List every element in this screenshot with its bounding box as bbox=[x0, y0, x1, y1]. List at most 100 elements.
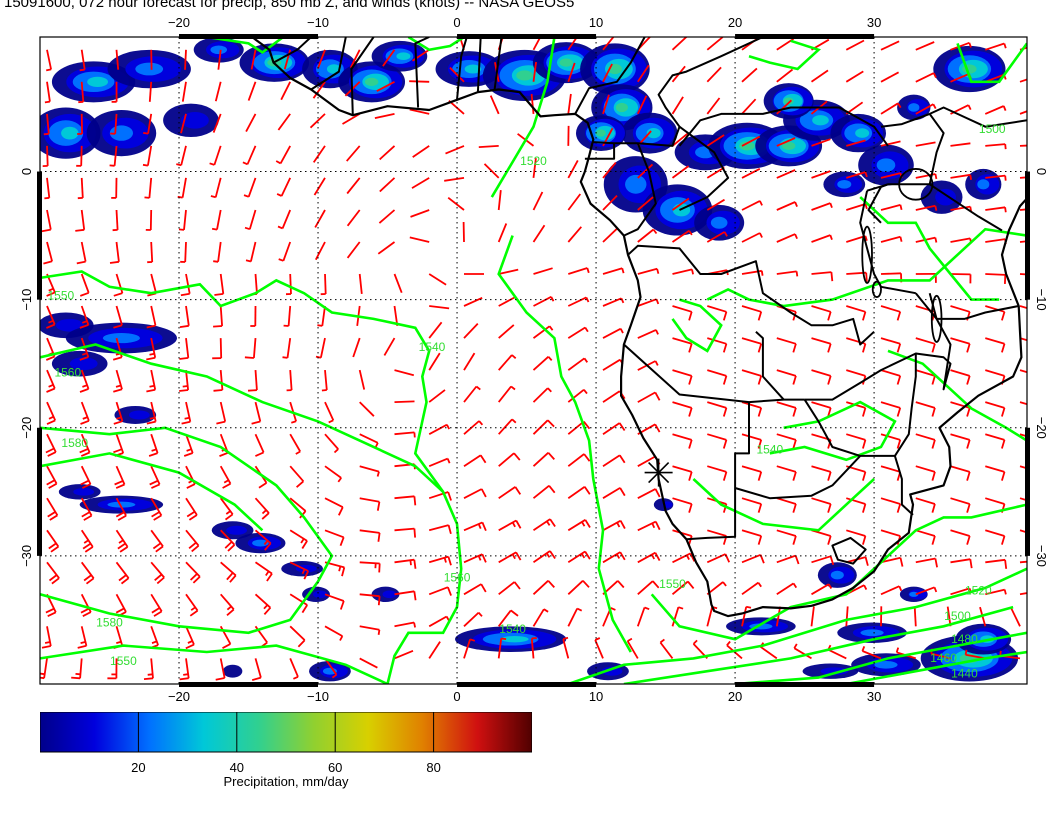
madagascar-coast bbox=[1041, 325, 1056, 428]
wind-barb bbox=[251, 658, 262, 681]
lon-tick-label-top: 20 bbox=[728, 15, 742, 30]
wind-barb bbox=[212, 338, 223, 360]
wind-barb bbox=[394, 621, 416, 628]
wind-barb bbox=[1019, 592, 1027, 596]
wind-barb bbox=[706, 231, 728, 243]
wind-barb bbox=[776, 554, 800, 565]
country-border bbox=[310, 37, 347, 91]
wind-barb bbox=[289, 561, 310, 580]
wind-barb bbox=[498, 452, 521, 467]
wind-barb bbox=[1010, 608, 1021, 627]
height-contour bbox=[206, 37, 285, 54]
wind-barb bbox=[219, 497, 234, 521]
wind-barb bbox=[915, 141, 936, 147]
wind-barb bbox=[915, 586, 938, 596]
wind-barb bbox=[706, 166, 725, 179]
wind-barb bbox=[289, 658, 299, 680]
wind-barb bbox=[741, 605, 752, 627]
wind-barb bbox=[146, 369, 157, 393]
wind-barb bbox=[46, 369, 56, 393]
wind-barb bbox=[110, 113, 118, 135]
wind-barb bbox=[359, 401, 375, 417]
wind-barb bbox=[567, 296, 590, 307]
wind-barb bbox=[213, 370, 224, 392]
wind-barb bbox=[672, 337, 693, 353]
wind-barb bbox=[985, 465, 1006, 481]
country-border bbox=[867, 183, 889, 224]
wind-barb bbox=[107, 658, 118, 680]
wind-barb bbox=[811, 497, 832, 513]
wind-barb bbox=[177, 177, 187, 199]
wind-barb bbox=[277, 113, 291, 131]
wind-barb bbox=[146, 401, 157, 425]
wind-barb bbox=[985, 238, 1007, 245]
precip-cell bbox=[739, 141, 755, 151]
wind-barb bbox=[254, 593, 272, 616]
wind-barb bbox=[76, 241, 87, 265]
country-border bbox=[734, 455, 861, 500]
precip-cell bbox=[876, 158, 896, 172]
wind-barb bbox=[44, 177, 51, 200]
height-contour bbox=[846, 650, 1027, 684]
wind-barb bbox=[43, 241, 53, 265]
wind-barb bbox=[179, 305, 190, 328]
wind-barb bbox=[321, 370, 328, 392]
wind-barb bbox=[289, 433, 301, 455]
wind-barb bbox=[243, 177, 257, 198]
wind-barb bbox=[567, 37, 579, 51]
country-border bbox=[893, 455, 914, 516]
lon-tick-label-bottom: 0 bbox=[453, 689, 460, 704]
wind-barb bbox=[444, 177, 465, 182]
wind-barb bbox=[242, 145, 257, 166]
precip-cell bbox=[559, 58, 573, 67]
frame-bar bbox=[1025, 171, 1030, 300]
height-contour bbox=[623, 605, 1014, 684]
lat-tick-label-right: −20 bbox=[1034, 417, 1049, 439]
wind-barb bbox=[150, 529, 164, 553]
wind-barb bbox=[776, 529, 797, 545]
contour-label: 1460 bbox=[930, 651, 957, 665]
wind-barb bbox=[498, 295, 517, 307]
lon-tick-label-top: 10 bbox=[589, 15, 603, 30]
wind-barb bbox=[115, 593, 127, 617]
precip-cell bbox=[908, 103, 920, 112]
wind-barb bbox=[394, 495, 417, 506]
wind-barb bbox=[394, 431, 416, 438]
wind-barb bbox=[532, 608, 549, 627]
wind-barb bbox=[1019, 273, 1027, 276]
wind-barb bbox=[741, 98, 757, 115]
wind-barb bbox=[77, 177, 84, 200]
wind-barb bbox=[915, 529, 936, 545]
wind-barb bbox=[707, 369, 728, 385]
wind-barb bbox=[40, 658, 48, 680]
wind-barb bbox=[532, 518, 556, 532]
wind-barb bbox=[463, 521, 487, 532]
wind-barb bbox=[1019, 337, 1027, 342]
axis-ticks: −20 −20 −10 −10 0 0 10 10 20 20 30 30 0 0 −10 −10 −20 −20… bbox=[19, 15, 1049, 704]
wind-barb bbox=[80, 401, 90, 425]
wind-barb bbox=[251, 401, 262, 425]
height-contour bbox=[40, 343, 444, 493]
wind-barb bbox=[382, 49, 396, 67]
wind-barb bbox=[183, 433, 194, 457]
wind-barb bbox=[150, 561, 165, 585]
height-contour bbox=[692, 478, 875, 532]
wind-barb bbox=[71, 658, 83, 680]
wind-barb bbox=[602, 227, 619, 243]
height-contour bbox=[748, 39, 822, 71]
wind-barb bbox=[483, 163, 500, 179]
wind-barb bbox=[776, 68, 794, 83]
colorbar-tick-label: 60 bbox=[328, 760, 342, 774]
lon-tick-label-top: 30 bbox=[867, 15, 881, 30]
wind-barb bbox=[637, 196, 654, 211]
wind-barb bbox=[672, 401, 693, 417]
wind-barb bbox=[113, 401, 124, 425]
frame-bar bbox=[735, 682, 875, 687]
wind-barb bbox=[811, 271, 834, 282]
lon-tick-label-bottom: 20 bbox=[728, 689, 742, 704]
wind-barb bbox=[532, 419, 555, 435]
contour-label: 1560 bbox=[444, 571, 471, 585]
wind-barb bbox=[880, 556, 904, 567]
precipitation-layer bbox=[40, 37, 1019, 682]
contour-label: 1550 bbox=[48, 289, 75, 303]
